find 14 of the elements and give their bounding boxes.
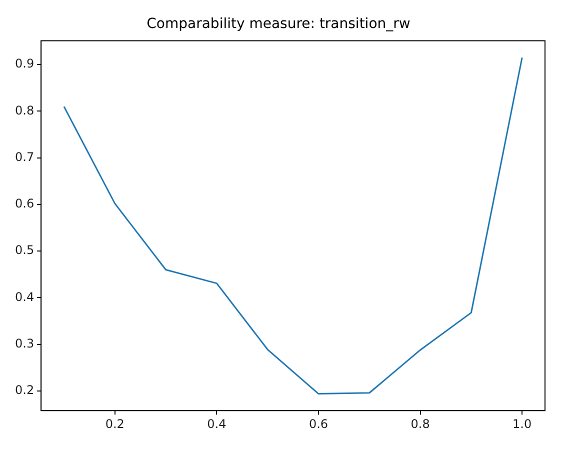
y-tick-label: 0.4 xyxy=(14,290,34,304)
y-tick-label: 0.2 xyxy=(14,383,34,398)
y-tick-label: 0.7 xyxy=(14,150,34,164)
y-tick-label: 0.9 xyxy=(14,56,34,71)
y-tick-label: 0.8 xyxy=(14,103,34,118)
x-tick-label: 0.6 xyxy=(308,416,328,431)
y-tick-label: 0.6 xyxy=(14,196,34,211)
x-tick-label: 0.8 xyxy=(410,416,430,431)
x-tick-label: 0.2 xyxy=(105,416,124,431)
x-tick-label: 0.4 xyxy=(207,416,226,431)
y-tick-label: 0.3 xyxy=(14,336,34,351)
chart-title: Comparability measure: transition_rw xyxy=(146,16,410,32)
x-tick-label: 1.0 xyxy=(512,416,532,431)
y-tick-label: 0.5 xyxy=(14,243,34,258)
